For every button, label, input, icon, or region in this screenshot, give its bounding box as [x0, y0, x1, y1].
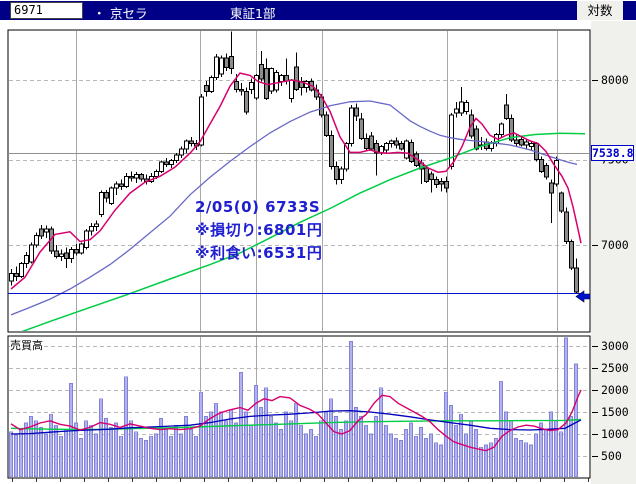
log-scale-toggle[interactable]: 対数	[577, 1, 623, 20]
candlesticks	[9, 31, 579, 294]
volume-panel-title: 売買高	[10, 337, 43, 353]
axis-tick-label: 8000	[601, 73, 629, 87]
bullet-icon: ・	[93, 6, 106, 21]
date-axis-ticks	[12, 478, 589, 482]
title-bar: 6971 ・ 京セラ 東証1部 対数	[0, 1, 636, 21]
trade-annotation: 2/05(0) 6733S ※損切り:6801円 ※利食い:6531円	[195, 196, 322, 265]
take-profit-text: ※利食い:6531円	[195, 244, 323, 262]
axis-tick-label: 3000	[601, 339, 629, 353]
current-price-badge: 7538.8	[591, 145, 634, 161]
volume-ma-mid-line	[10, 410, 582, 435]
price-ma-short-line	[10, 72, 582, 290]
stock-name-label: 京セラ	[110, 6, 148, 21]
axis-tick-label: 2500	[601, 361, 629, 375]
price-ma-mid-line	[10, 100, 578, 316]
axis-tick-label: 1000	[601, 427, 629, 441]
axis-tick-label: 2000	[601, 383, 629, 397]
stock-code-input[interactable]: 6971	[10, 2, 83, 19]
axis-tick-label: 500	[601, 449, 622, 463]
volume-ma-short-line	[10, 389, 582, 452]
trade-entry-text: 2/05(0) 6733S	[195, 198, 321, 216]
axis-tick-label: 1500	[601, 405, 629, 419]
entry-arrow-icon	[575, 290, 591, 303]
axis-labels: 80007500700030002500200015001000500	[592, 73, 629, 463]
axis-tick-label: 7000	[601, 238, 629, 252]
right-axis-background	[591, 21, 636, 484]
market-section-label: 東証1部	[230, 6, 276, 21]
stop-loss-text: ※損切り:6801円	[195, 221, 323, 239]
